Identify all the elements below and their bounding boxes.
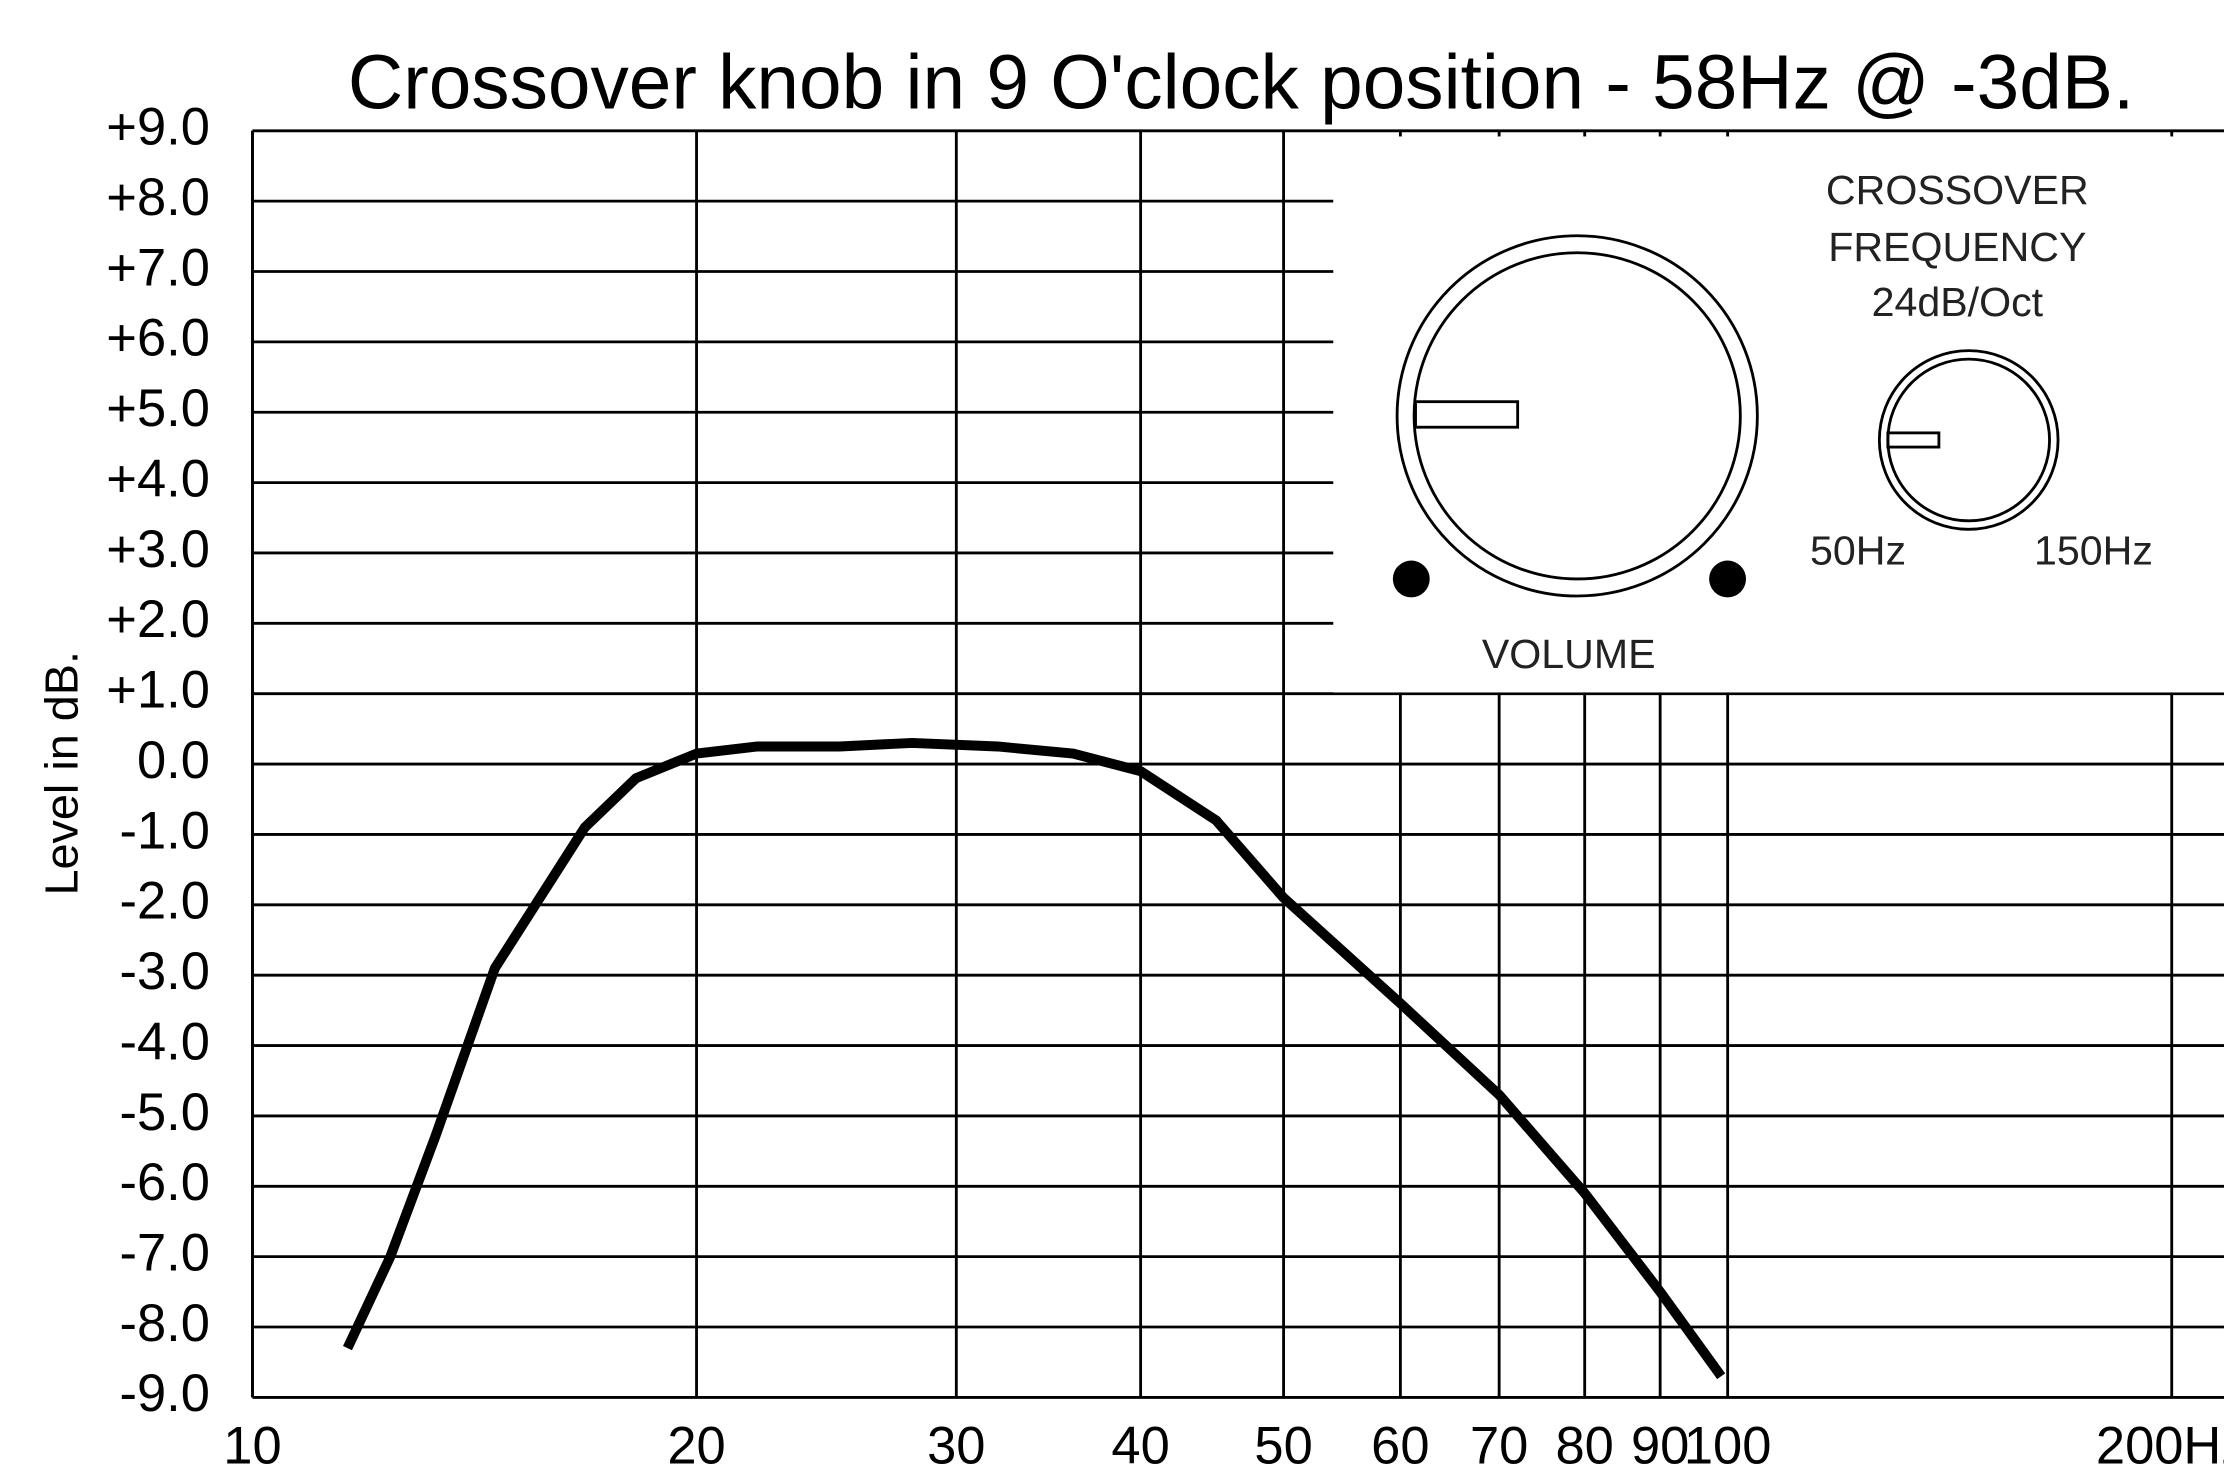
y-tick-label: +2.0	[106, 591, 210, 649]
y-axis-label: Level in dB.	[36, 651, 88, 896]
x-tick-label: 90	[1631, 1418, 1689, 1470]
y-tick-label: +4.0	[106, 450, 210, 508]
y-tick-label: +6.0	[106, 310, 210, 368]
page: {"chart_data": { "type": "line", "title"…	[0, 0, 2224, 1470]
x-tick-label: 100	[1684, 1418, 1772, 1470]
panel-background	[1333, 136, 2224, 692]
x-tick-label: 60	[1371, 1418, 1429, 1470]
chart: CROSSOVER FREQUENCY 24dB/Oct 50Hz 150Hz …	[0, 0, 2224, 1470]
y-tick-label: +7.0	[106, 239, 210, 297]
y-tick-label: +3.0	[106, 521, 210, 579]
y-tick-label: +9.0	[106, 99, 210, 157]
volume-dot	[1709, 561, 1746, 598]
y-tick-label: -4.0	[119, 1013, 209, 1071]
y-tick-label: +8.0	[106, 169, 210, 227]
x-tick-label: 200Hz	[2096, 1418, 2224, 1470]
x-tick-label: 50	[1254, 1418, 1312, 1470]
y-tick-label: +5.0	[106, 380, 210, 438]
chart-title: Crossover knob in 9 O'clock position - 5…	[348, 40, 2134, 125]
y-tick-label: -3.0	[119, 943, 209, 1001]
y-tick-label: +1.0	[106, 662, 210, 720]
y-tick-label: -1.0	[119, 802, 209, 860]
annotation: 24dB/Oct	[1872, 279, 2044, 325]
y-tick-label: -7.0	[119, 1225, 209, 1283]
x-tick-label: 80	[1556, 1418, 1614, 1470]
annotation: VOLUME	[1482, 631, 1656, 677]
volume-dot	[1393, 561, 1430, 598]
y-tick-label: -6.0	[119, 1154, 209, 1212]
y-tick-label: -8.0	[119, 1295, 209, 1353]
x-tick-label: 30	[927, 1418, 985, 1470]
knob-panel: CROSSOVER FREQUENCY 24dB/Oct 50Hz 150Hz …	[1333, 136, 2224, 692]
annotation: FREQUENCY	[1828, 224, 2086, 270]
annotation: 150Hz	[2034, 527, 2153, 573]
x-tick-label: 70	[1470, 1418, 1528, 1470]
x-tick-label: 40	[1111, 1418, 1169, 1470]
y-tick-label: -9.0	[119, 1365, 209, 1423]
y-tick-label: 0.0	[137, 732, 210, 790]
y-tick-label: -2.0	[119, 873, 209, 931]
annotation: CROSSOVER	[1826, 167, 2089, 213]
x-tick-label: 10	[223, 1418, 281, 1470]
annotation: 50Hz	[1810, 527, 1906, 573]
x-tick-label: 20	[667, 1418, 725, 1470]
y-tick-label: -5.0	[119, 1084, 209, 1142]
